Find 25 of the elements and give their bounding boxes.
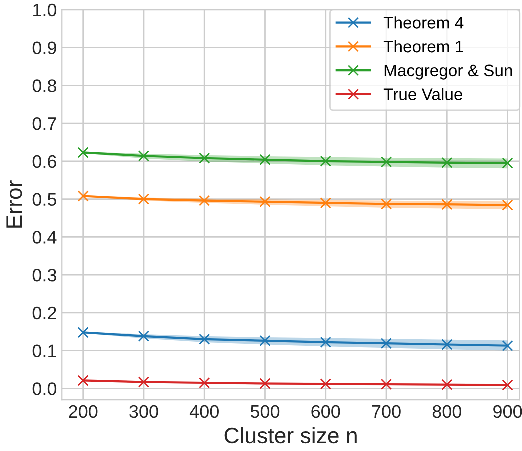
y-tick-label: 0.6 (32, 155, 56, 168)
y-tick-label: 0.4 (32, 231, 57, 244)
x-tick-label: 800 (432, 405, 462, 418)
x-tick-label: 300 (130, 405, 158, 418)
y-tick-label: 0.2 (32, 306, 56, 320)
x-axis-title: Cluster size n (224, 427, 357, 444)
y-tick-label: 0.9 (32, 42, 56, 55)
y-tick-label: 0.5 (32, 193, 56, 206)
y-tick-label: 0.3 (32, 268, 56, 282)
x-tick-label: 900 (494, 405, 522, 418)
x-tick-label: 500 (250, 405, 280, 418)
y-tick-label: 1.0 (34, 4, 57, 17)
x-tick-label: 200 (69, 405, 98, 418)
x-tick-label: 600 (312, 405, 340, 418)
y-tick-label: 0.7 (32, 117, 56, 130)
y-axis-title: Error (6, 180, 22, 228)
legend-label: Theorem 1 (384, 40, 464, 53)
legend-label: True Value (384, 88, 462, 100)
x-tick-label: 400 (190, 405, 219, 418)
legend-label: Macgregor & Sun (384, 64, 512, 80)
legend-label: Theorem 4 (384, 16, 464, 29)
x-tick-label: 700 (372, 405, 401, 418)
y-tick-label: 0.8 (32, 80, 56, 92)
y-tick-label: 0.1 (32, 344, 56, 358)
y-tick-label: 0.0 (32, 382, 57, 396)
